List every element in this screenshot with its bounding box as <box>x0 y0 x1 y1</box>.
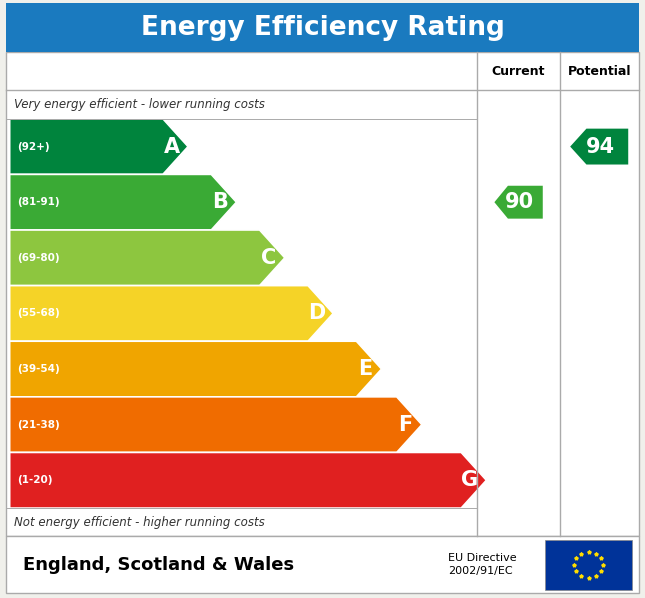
Text: Potential: Potential <box>568 65 631 78</box>
Text: (21-38): (21-38) <box>17 420 60 429</box>
Text: E: E <box>358 359 372 379</box>
Bar <box>6 3 639 52</box>
Text: Current: Current <box>492 65 545 78</box>
Text: F: F <box>399 414 413 435</box>
Text: England, Scotland & Wales: England, Scotland & Wales <box>23 556 293 574</box>
Text: (39-54): (39-54) <box>17 364 60 374</box>
Text: Very energy efficient - lower running costs: Very energy efficient - lower running co… <box>14 98 265 111</box>
Polygon shape <box>10 230 285 286</box>
Text: C: C <box>261 248 276 268</box>
Text: A: A <box>164 136 180 157</box>
Text: 94: 94 <box>586 136 615 157</box>
Polygon shape <box>10 397 422 453</box>
Text: G: G <box>461 470 479 490</box>
Text: EU Directive: EU Directive <box>448 553 517 563</box>
Polygon shape <box>10 119 188 175</box>
Text: D: D <box>308 303 326 324</box>
Text: (1-20): (1-20) <box>17 475 53 485</box>
Text: 90: 90 <box>506 192 535 212</box>
Bar <box>6 52 639 536</box>
Text: Energy Efficiency Rating: Energy Efficiency Rating <box>141 14 504 41</box>
Text: B: B <box>212 192 228 212</box>
Polygon shape <box>570 129 628 164</box>
Bar <box>6 536 639 593</box>
Text: 2002/91/EC: 2002/91/EC <box>448 566 513 576</box>
Text: (81-91): (81-91) <box>17 197 60 207</box>
Text: (69-80): (69-80) <box>17 253 60 263</box>
Text: Not energy efficient - higher running costs: Not energy efficient - higher running co… <box>14 515 265 529</box>
Text: (55-68): (55-68) <box>17 309 60 318</box>
Polygon shape <box>10 175 237 230</box>
Polygon shape <box>495 186 543 219</box>
Polygon shape <box>10 286 333 341</box>
Text: (92+): (92+) <box>17 142 50 151</box>
Polygon shape <box>10 453 486 508</box>
Polygon shape <box>10 341 382 397</box>
Bar <box>545 540 632 590</box>
